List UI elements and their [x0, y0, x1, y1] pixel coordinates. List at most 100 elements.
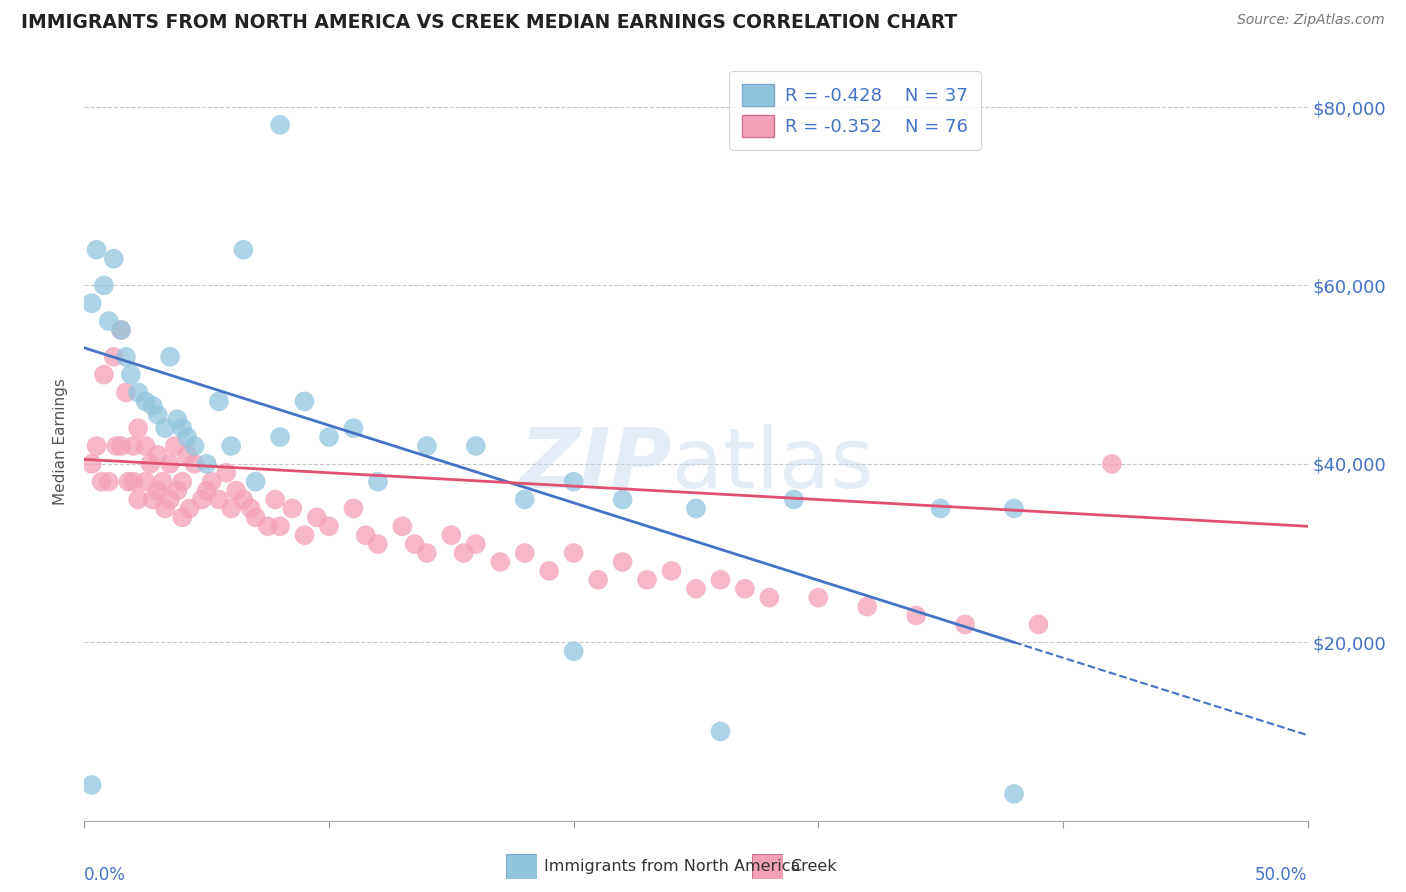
Point: [179, 501, 201, 516]
Text: Immigrants from North America: Immigrants from North America: [544, 859, 800, 873]
Point: [127, 385, 149, 400]
Point: [391, 519, 413, 533]
Point: [367, 537, 389, 551]
Point: [219, 501, 242, 516]
Point: [929, 501, 952, 516]
Point: [142, 492, 165, 507]
Point: [294, 394, 316, 409]
Point: [1002, 501, 1025, 516]
Point: [86, 439, 108, 453]
Point: [404, 537, 426, 551]
Point: [1002, 787, 1025, 801]
Point: [905, 608, 928, 623]
Point: [159, 350, 181, 364]
Point: [269, 519, 291, 533]
Point: [183, 439, 205, 453]
Point: [294, 528, 316, 542]
Point: [440, 528, 463, 542]
Point: [281, 501, 304, 516]
Point: [153, 501, 176, 516]
Point: [215, 466, 238, 480]
Point: [513, 546, 536, 560]
Point: [90, 475, 112, 489]
Text: ZIP: ZIP: [519, 424, 672, 505]
Point: [318, 430, 340, 444]
Point: [166, 483, 188, 498]
Point: [709, 724, 731, 739]
Point: [208, 394, 231, 409]
Point: [586, 573, 609, 587]
Point: [305, 510, 328, 524]
Point: [176, 430, 198, 444]
Point: [127, 421, 149, 435]
Point: [416, 439, 439, 453]
Point: [159, 492, 181, 507]
Point: [612, 492, 634, 507]
Point: [163, 439, 186, 453]
Point: [257, 519, 280, 533]
Point: [562, 546, 585, 560]
Point: [464, 439, 486, 453]
Point: [103, 252, 125, 266]
Text: 0.0%: 0.0%: [84, 866, 127, 884]
Text: Creek: Creek: [790, 859, 837, 873]
Point: [135, 475, 157, 489]
Point: [97, 475, 120, 489]
Point: [86, 243, 108, 257]
Point: [318, 519, 340, 533]
Point: [183, 457, 205, 471]
Point: [122, 475, 145, 489]
Point: [953, 617, 976, 632]
Point: [538, 564, 561, 578]
Point: [103, 350, 125, 364]
Point: [152, 475, 174, 489]
Point: [80, 457, 103, 471]
Point: [562, 475, 585, 489]
Point: [354, 528, 377, 542]
Point: [110, 439, 132, 453]
Point: [146, 408, 169, 422]
Point: [135, 439, 157, 453]
Point: [562, 644, 585, 658]
Point: [264, 492, 287, 507]
Text: atlas: atlas: [672, 424, 873, 505]
Point: [453, 546, 475, 560]
Point: [97, 314, 120, 328]
Point: [245, 475, 267, 489]
Point: [758, 591, 780, 605]
Point: [200, 475, 222, 489]
Point: [117, 475, 139, 489]
Point: [172, 510, 194, 524]
Point: [232, 243, 254, 257]
Point: [142, 399, 165, 413]
Point: [115, 350, 138, 364]
Point: [269, 118, 291, 132]
Point: [709, 573, 731, 587]
Point: [146, 483, 169, 498]
Point: [239, 501, 262, 516]
Point: [80, 778, 103, 792]
Point: [93, 368, 115, 382]
Point: [367, 475, 389, 489]
Point: [122, 439, 145, 453]
Point: [166, 412, 188, 426]
Point: [135, 394, 157, 409]
Point: [1028, 617, 1050, 632]
Point: [783, 492, 806, 507]
Point: [172, 421, 194, 435]
Point: [110, 323, 132, 337]
Point: [208, 492, 231, 507]
Point: [636, 573, 658, 587]
Point: [416, 546, 439, 560]
Point: [172, 475, 194, 489]
Point: [513, 492, 536, 507]
Point: [856, 599, 879, 614]
Point: [1101, 457, 1123, 471]
Point: [245, 510, 267, 524]
Point: [342, 421, 364, 435]
Point: [159, 457, 181, 471]
Point: [269, 430, 291, 444]
Point: [612, 555, 634, 569]
Point: [195, 483, 218, 498]
Legend: R = -0.428    N = 37, R = -0.352    N = 76: R = -0.428 N = 37, R = -0.352 N = 76: [730, 71, 980, 150]
